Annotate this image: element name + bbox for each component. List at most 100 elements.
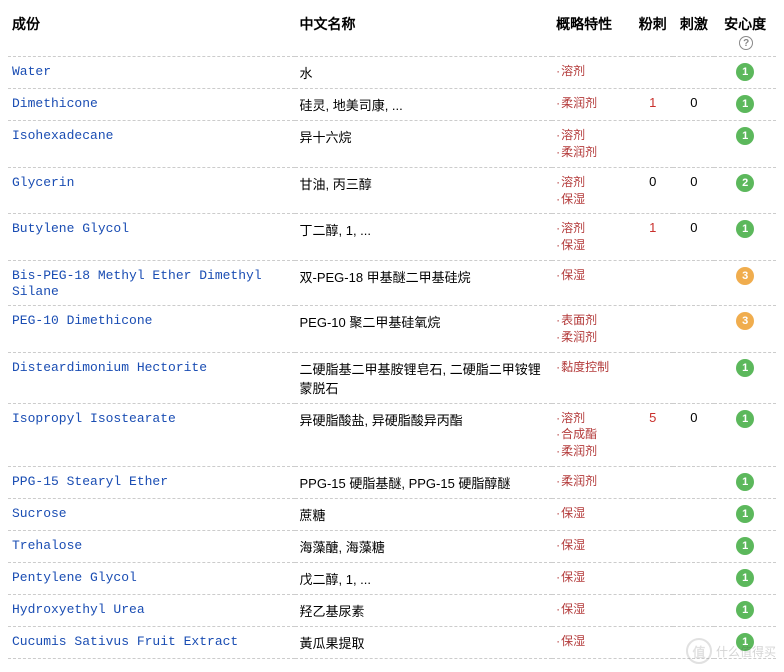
property-cell: 保湿 bbox=[552, 595, 632, 627]
safety-cell: 3 bbox=[714, 261, 776, 306]
property-cell: 保湿 bbox=[552, 261, 632, 306]
irritation-value: 0 bbox=[673, 214, 714, 261]
safety-badge: 1 bbox=[736, 95, 754, 113]
property-tag: 保湿 bbox=[556, 267, 628, 284]
property-cell: 溶剂保湿 bbox=[552, 214, 632, 261]
cn-name: 甘油, 丙三醇 bbox=[295, 167, 552, 214]
safety-badge: 1 bbox=[736, 569, 754, 587]
property-tag: 保湿 bbox=[556, 237, 628, 254]
cn-name: PPG-15 硬脂基醚, PPG-15 硬脂醇醚 bbox=[295, 467, 552, 499]
property-cell: 溶剂柔润剂 bbox=[552, 121, 632, 168]
safety-cell: 1 bbox=[714, 499, 776, 531]
safety-badge: 1 bbox=[736, 127, 754, 145]
ingredient-link[interactable]: Pentylene Glycol bbox=[12, 570, 137, 585]
table-row: Trehalose海藻醣, 海藻糖保湿1 bbox=[8, 531, 776, 563]
property-cell: 柔润剂 bbox=[552, 467, 632, 499]
ingredient-link[interactable]: Trehalose bbox=[12, 538, 82, 553]
header-irritation: 刺激 bbox=[673, 8, 714, 57]
cn-name: 硅灵, 地美司康, ... bbox=[295, 89, 552, 121]
property-cell: 溶剂保湿 bbox=[552, 167, 632, 214]
header-property: 概略特性 bbox=[552, 8, 632, 57]
property-tag: 保湿 bbox=[556, 505, 628, 522]
irritation-value bbox=[673, 531, 714, 563]
property-tag: 溶剂 bbox=[556, 174, 628, 191]
ingredient-link[interactable]: Disteardimonium Hectorite bbox=[12, 360, 207, 375]
irritation-value bbox=[673, 352, 714, 403]
table-row: PPG-15 Stearyl Ether PPG-15 硬脂基醚, PPG-15 … bbox=[8, 467, 776, 499]
property-tag: 保湿 bbox=[556, 191, 628, 208]
ingredient-link[interactable]: Bis-PEG-18 Methyl Ether Dimethyl Silane bbox=[12, 268, 262, 299]
ingredient-link[interactable]: Sucrose bbox=[12, 506, 67, 521]
comedogenic-value bbox=[632, 261, 673, 306]
ingredient-link[interactable]: Dimethicone bbox=[12, 96, 98, 111]
safety-badge: 1 bbox=[736, 359, 754, 377]
comedogenic-value bbox=[632, 531, 673, 563]
property-tag: 黏度控制 bbox=[556, 359, 628, 376]
comedogenic-value bbox=[632, 121, 673, 168]
cn-name: 双-PEG-18 甲基醚二甲基硅烷 bbox=[295, 261, 552, 306]
header-safety: 安心度 ? bbox=[714, 8, 776, 57]
safety-badge: 1 bbox=[736, 410, 754, 428]
safety-badge: 1 bbox=[736, 473, 754, 491]
comedogenic-value bbox=[632, 595, 673, 627]
table-row: Pentylene Glycol戊二醇, 1, ...保湿1 bbox=[8, 563, 776, 595]
help-icon[interactable]: ? bbox=[739, 36, 753, 50]
property-cell: 保湿 bbox=[552, 627, 632, 659]
property-tag: 保湿 bbox=[556, 569, 628, 586]
safety-badge: 1 bbox=[736, 220, 754, 238]
safety-cell: 1 bbox=[714, 57, 776, 89]
comedogenic-value bbox=[632, 306, 673, 353]
cn-name: 丁二醇, 1, ... bbox=[295, 214, 552, 261]
comedogenic-value: 0 bbox=[632, 167, 673, 214]
table-row: Isopropyl Isostearate 异硬脂酸盐, 异硬脂酸异丙酯溶剂合成酯… bbox=[8, 403, 776, 466]
ingredient-link[interactable]: Hydroxyethyl Urea bbox=[12, 602, 145, 617]
property-cell: 保湿 bbox=[552, 563, 632, 595]
cn-name: 蔗糖 bbox=[295, 499, 552, 531]
safety-badge: 3 bbox=[736, 267, 754, 285]
cn-name: 水 bbox=[295, 57, 552, 89]
property-cell: 保湿 bbox=[552, 531, 632, 563]
table-row: Dimethicone硅灵, 地美司康, ...柔润剂101 bbox=[8, 89, 776, 121]
safety-cell: 1 bbox=[714, 89, 776, 121]
header-safety-label: 安心度 bbox=[724, 16, 766, 32]
ingredient-link[interactable]: Isohexadecane bbox=[12, 128, 113, 143]
table-row: Hydroxyethyl Urea羟乙基尿素保湿1 bbox=[8, 595, 776, 627]
property-cell: 柔润剂 bbox=[552, 89, 632, 121]
ingredient-link[interactable]: Butylene Glycol bbox=[12, 221, 129, 236]
safety-cell: 1 bbox=[714, 403, 776, 466]
irritation-value: 0 bbox=[673, 167, 714, 214]
irritation-value bbox=[673, 57, 714, 89]
comedogenic-value bbox=[632, 627, 673, 659]
property-cell: 保湿 bbox=[552, 499, 632, 531]
property-tag: 柔润剂 bbox=[556, 329, 628, 346]
table-row: Bis-PEG-18 Methyl Ether Dimethyl Silane 双… bbox=[8, 261, 776, 306]
irritation-value bbox=[673, 261, 714, 306]
property-cell: 表面剂柔润剂 bbox=[552, 306, 632, 353]
ingredient-link[interactable]: Cucumis Sativus Fruit Extract bbox=[12, 634, 238, 649]
ingredient-link[interactable]: Glycerin bbox=[12, 175, 74, 190]
safety-cell: 1 bbox=[714, 467, 776, 499]
ingredient-link[interactable]: PPG-15 Stearyl Ether bbox=[12, 474, 168, 489]
property-cell: 黏度控制 bbox=[552, 352, 632, 403]
irritation-value bbox=[673, 499, 714, 531]
safety-cell: 2 bbox=[714, 167, 776, 214]
cn-name: PEG-10 聚二甲基硅氧烷 bbox=[295, 306, 552, 353]
table-row: Sucrose 蔗糖保湿 1 bbox=[8, 499, 776, 531]
cn-name: 异硬脂酸盐, 异硬脂酸异丙酯 bbox=[295, 403, 552, 466]
property-tag: 柔润剂 bbox=[556, 144, 628, 161]
irritation-value: 0 bbox=[673, 89, 714, 121]
ingredient-link[interactable]: Water bbox=[12, 64, 51, 79]
property-cell: 溶剂 bbox=[552, 57, 632, 89]
property-tag: 合成酯 bbox=[556, 426, 628, 443]
comedogenic-value bbox=[632, 563, 673, 595]
safety-cell: 1 bbox=[714, 121, 776, 168]
ingredient-link[interactable]: PEG-10 Dimethicone bbox=[12, 313, 152, 328]
safety-cell: 1 bbox=[714, 595, 776, 627]
comedogenic-value: 5 bbox=[632, 403, 673, 466]
property-tag: 溶剂 bbox=[556, 410, 628, 427]
table-row: Cucumis Sativus Fruit Extract黃瓜果提取保湿1 bbox=[8, 627, 776, 659]
safety-cell: 1 bbox=[714, 627, 776, 659]
safety-cell: 1 bbox=[714, 563, 776, 595]
irritation-value bbox=[673, 595, 714, 627]
ingredient-link[interactable]: Isopropyl Isostearate bbox=[12, 411, 176, 426]
